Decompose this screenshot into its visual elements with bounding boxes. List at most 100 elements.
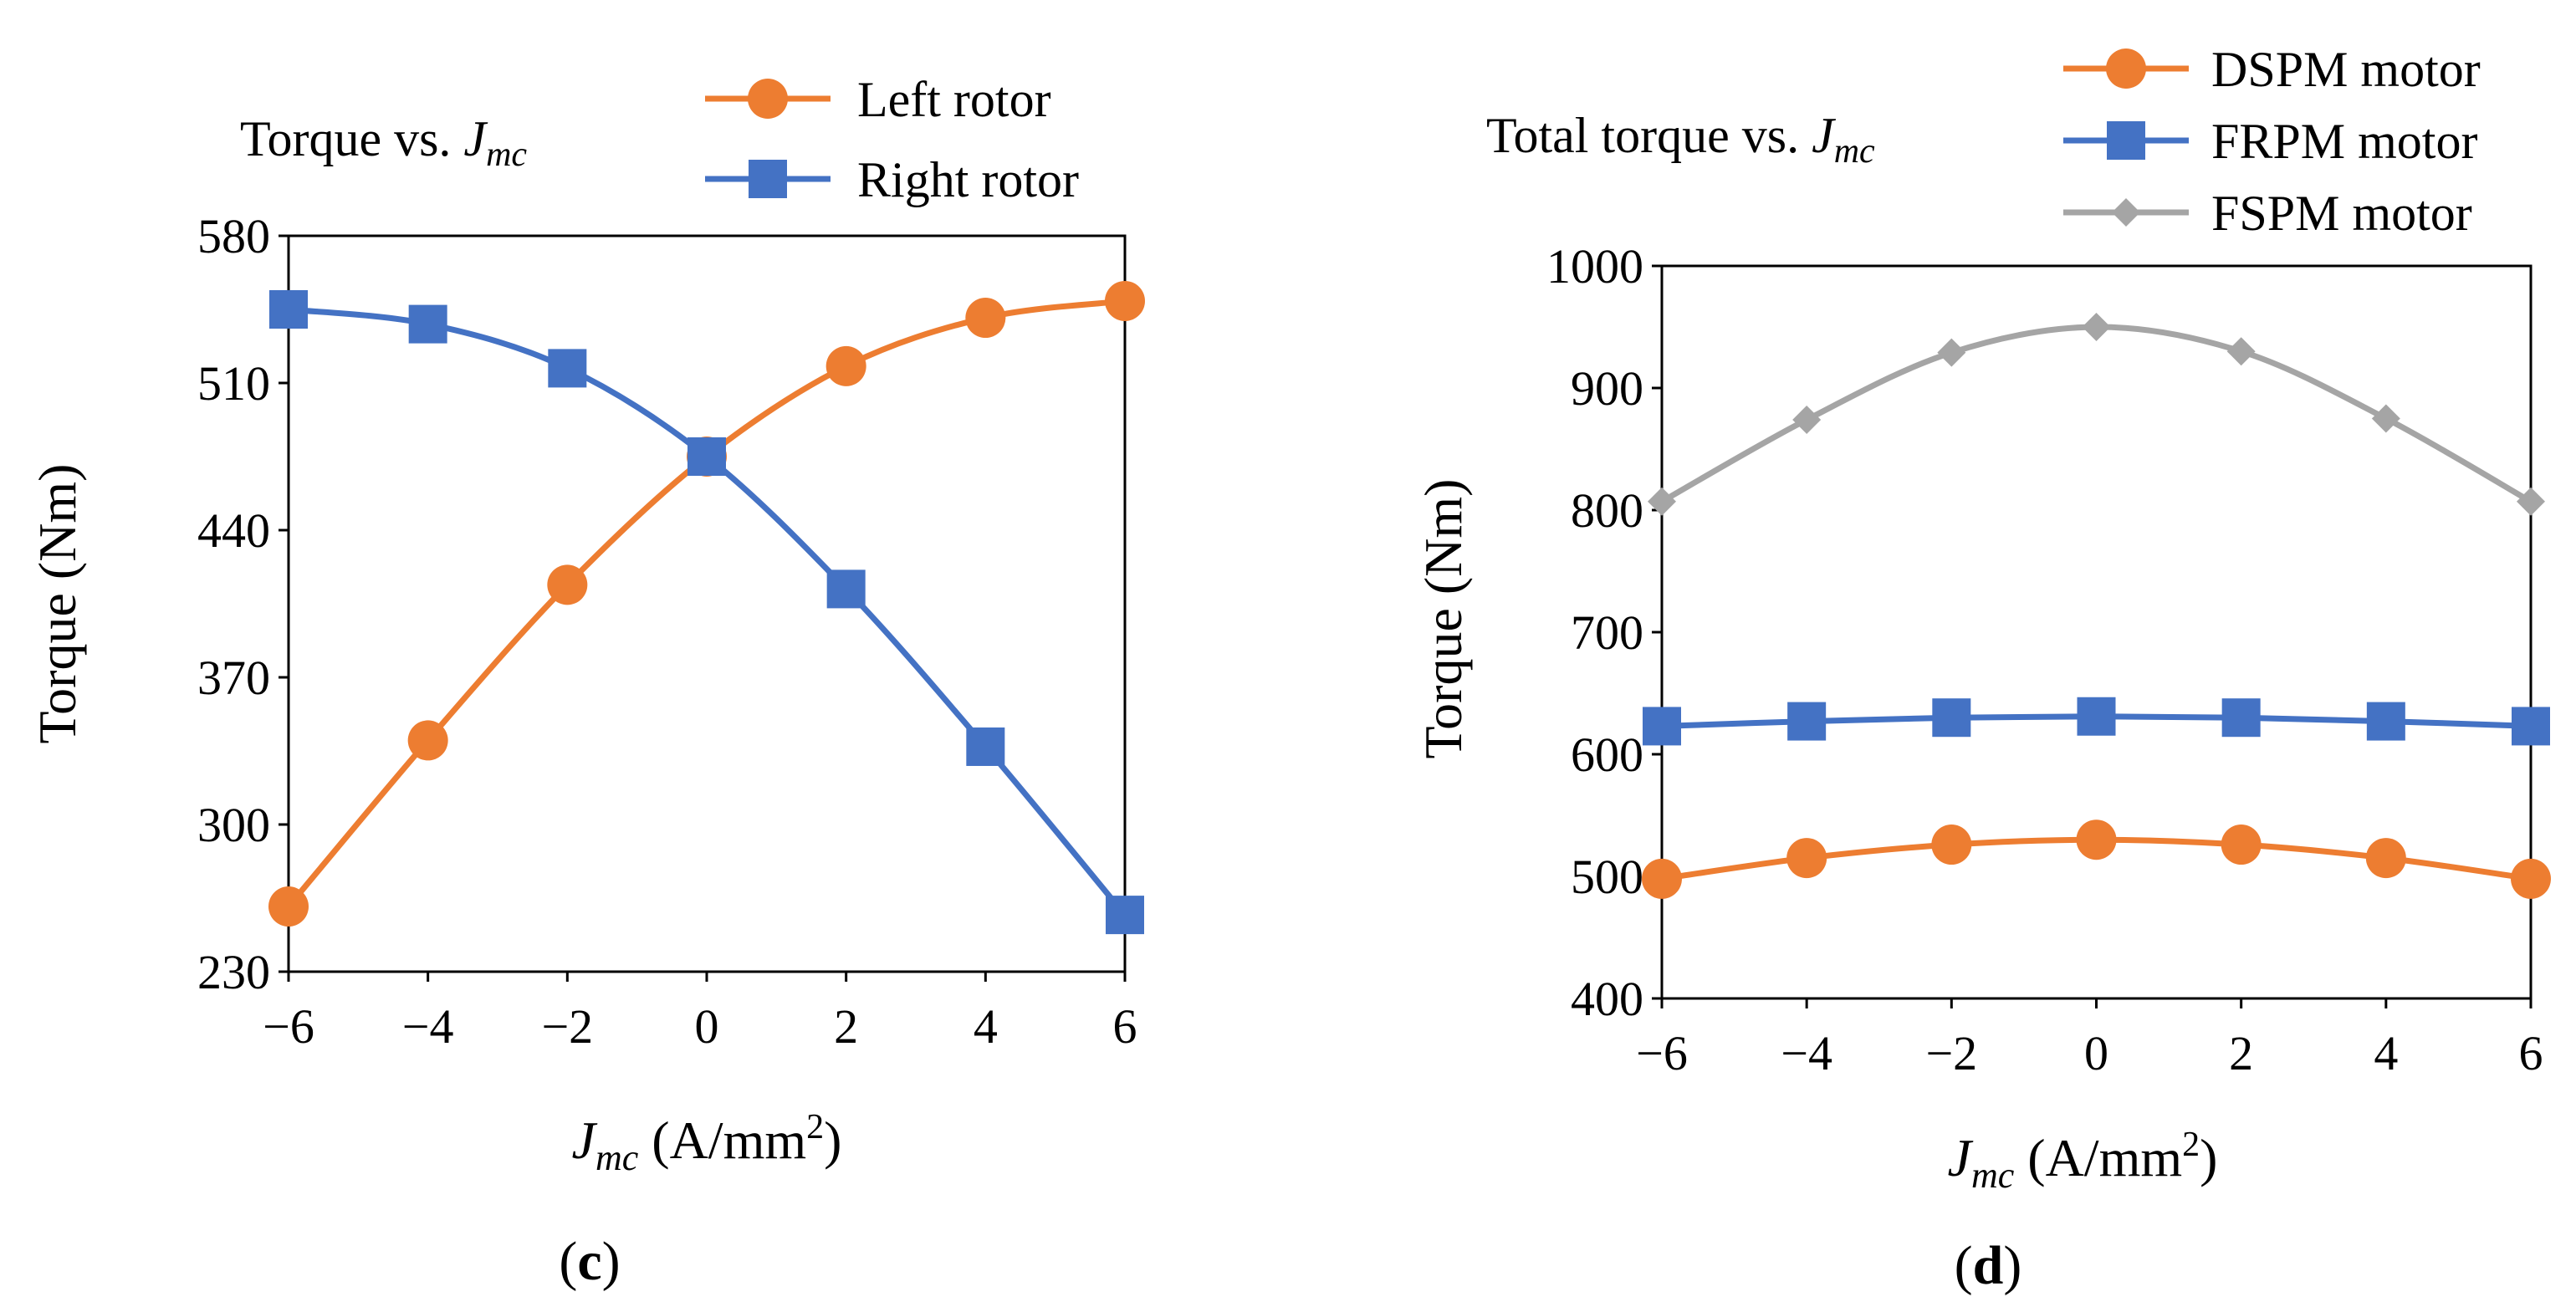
x-tick-label: 4 bbox=[974, 999, 998, 1054]
data-point-right-rotor bbox=[687, 437, 726, 476]
data-point-right-rotor bbox=[548, 349, 587, 388]
x-axis-var: J bbox=[572, 1110, 598, 1170]
chart-title: Torque vs. Jmc bbox=[240, 111, 527, 174]
data-point-left-rotor bbox=[268, 886, 309, 927]
y-tick-label: 800 bbox=[1571, 483, 1643, 538]
data-point-frpm-motor bbox=[2512, 707, 2550, 746]
data-point-dspm-motor bbox=[1642, 858, 1682, 899]
series-line-right-rotor bbox=[288, 306, 1127, 917]
data-point-frpm-motor bbox=[2221, 698, 2261, 738]
data-point-left-rotor bbox=[965, 298, 1006, 339]
legend-marker bbox=[749, 160, 787, 198]
chart-title-text: Torque vs. bbox=[240, 111, 463, 166]
chart-title-var: J bbox=[463, 111, 488, 166]
panel-paren-close: ) bbox=[2003, 1235, 2021, 1296]
chart-title-sub: mc bbox=[1834, 132, 1875, 171]
data-point-fspm-motor bbox=[2371, 404, 2400, 433]
y-tick-label: 400 bbox=[1571, 972, 1643, 1026]
y-tick-label: 300 bbox=[197, 798, 270, 852]
y-tick-label: 580 bbox=[197, 209, 270, 263]
x-axis-sub: mc bbox=[1971, 1155, 2015, 1196]
x-tick-label: −2 bbox=[1925, 1026, 1977, 1080]
data-point-fspm-motor bbox=[2082, 313, 2111, 341]
x-axis-close: ) bbox=[824, 1110, 841, 1170]
chart-panel-c: 230 300 370 440 510 580 −6 −4 −2 0 2 4 6 Left rotor Ri… bbox=[28, 72, 1145, 1292]
data-point-left-rotor bbox=[407, 720, 448, 761]
legend-label-right-rotor: Right rotor bbox=[857, 152, 1079, 207]
x-tick-label: −4 bbox=[1781, 1026, 1832, 1080]
panel-letter: c bbox=[577, 1231, 601, 1292]
x-axis-close: ) bbox=[2200, 1128, 2217, 1187]
x-tick-label: 0 bbox=[695, 999, 719, 1054]
legend-label-frpm-motor: FRPM motor bbox=[2211, 114, 2477, 169]
data-point-left-rotor bbox=[825, 345, 866, 386]
x-axis-title: Jmc (A/mm2) bbox=[572, 1108, 842, 1178]
series-line-fspm-motor bbox=[1660, 324, 2533, 504]
x-tick-label: 4 bbox=[2374, 1026, 2398, 1080]
y-tick-label: 600 bbox=[1571, 728, 1643, 782]
x-tick-label: −6 bbox=[1636, 1026, 1688, 1080]
data-point-right-rotor bbox=[826, 569, 866, 609]
x-tick-label: 2 bbox=[834, 999, 858, 1054]
data-point-fspm-motor bbox=[1648, 487, 1676, 516]
y-axis-title: Torque (Nm) bbox=[28, 464, 87, 744]
panel-paren-open: ( bbox=[1955, 1235, 1973, 1296]
data-point-right-rotor bbox=[269, 290, 308, 329]
chart-title-var: J bbox=[1812, 108, 1836, 163]
data-point-dspm-motor bbox=[2511, 858, 2551, 899]
chart-panel-d: 400 500 600 700 800 900 1000 −6 −4 −2 0 2 4 6 DSPM mot… bbox=[1413, 42, 2551, 1296]
legend-marker bbox=[748, 79, 788, 119]
x-tick-label: 6 bbox=[2519, 1026, 2543, 1080]
data-point-right-rotor bbox=[1106, 896, 1144, 935]
x-axis-sup: 2 bbox=[2182, 1126, 2200, 1164]
x-tick-label: 6 bbox=[1113, 999, 1137, 1054]
x-axis-unit: (A/mm bbox=[2014, 1128, 2182, 1187]
x-axis-unit: (A/mm bbox=[638, 1110, 806, 1170]
data-point-dspm-motor bbox=[2365, 838, 2406, 879]
y-tick-label: 900 bbox=[1571, 361, 1643, 416]
y-axis-title: Torque (Nm) bbox=[1413, 479, 1473, 759]
x-tick-label: 2 bbox=[2229, 1026, 2253, 1080]
y-tick-label: 1000 bbox=[1546, 239, 1643, 294]
panel-paren-close: ) bbox=[602, 1231, 621, 1292]
legend-label-dspm-motor: DSPM motor bbox=[2211, 42, 2481, 97]
y-tick-label: 440 bbox=[197, 503, 270, 558]
data-point-fspm-motor bbox=[2226, 337, 2256, 366]
panel-letter: d bbox=[1973, 1235, 2004, 1296]
plot-frame bbox=[1660, 264, 2533, 1000]
data-point-right-rotor bbox=[966, 727, 1005, 766]
data-point-frpm-motor bbox=[1932, 698, 1971, 738]
data-point-right-rotor bbox=[408, 304, 447, 344]
y-tick-label: 500 bbox=[1571, 850, 1643, 904]
panel-label: (c) bbox=[559, 1231, 620, 1292]
panel-label: (d) bbox=[1955, 1235, 2022, 1296]
y-tick-label: 370 bbox=[197, 651, 270, 705]
data-point-fspm-motor bbox=[1937, 338, 1966, 367]
plot-frame bbox=[287, 234, 1127, 973]
data-point-frpm-motor bbox=[2366, 702, 2405, 741]
data-point-left-rotor bbox=[1105, 280, 1145, 321]
data-point-dspm-motor bbox=[2076, 819, 2117, 860]
x-axis-title: Jmc (A/mm2) bbox=[1948, 1126, 2218, 1196]
y-tick-label: 700 bbox=[1571, 605, 1643, 660]
x-tick-label: 0 bbox=[2084, 1026, 2108, 1080]
data-point-frpm-motor bbox=[1643, 707, 1681, 746]
legend-marker bbox=[2107, 121, 2145, 160]
data-point-fspm-motor bbox=[2517, 487, 2545, 516]
panel-paren-open: ( bbox=[559, 1231, 577, 1292]
data-point-left-rotor bbox=[547, 564, 588, 605]
chart-title-text: Total torque vs. bbox=[1486, 108, 1812, 163]
data-point-frpm-motor bbox=[2077, 697, 2116, 736]
x-axis-sub: mc bbox=[595, 1137, 639, 1178]
x-tick-label: −6 bbox=[263, 999, 314, 1054]
chart-title-sub: mc bbox=[486, 135, 527, 174]
x-axis-var: J bbox=[1948, 1128, 1974, 1187]
data-point-frpm-motor bbox=[1787, 702, 1827, 741]
y-tick-label: 230 bbox=[197, 945, 270, 999]
data-point-dspm-motor bbox=[1931, 825, 1972, 865]
y-tick-label: 510 bbox=[197, 356, 270, 411]
series-line-left-rotor bbox=[286, 298, 1126, 909]
legend-label-fspm-motor: FSPM motor bbox=[2211, 186, 2472, 241]
legend-marker bbox=[2106, 49, 2146, 89]
